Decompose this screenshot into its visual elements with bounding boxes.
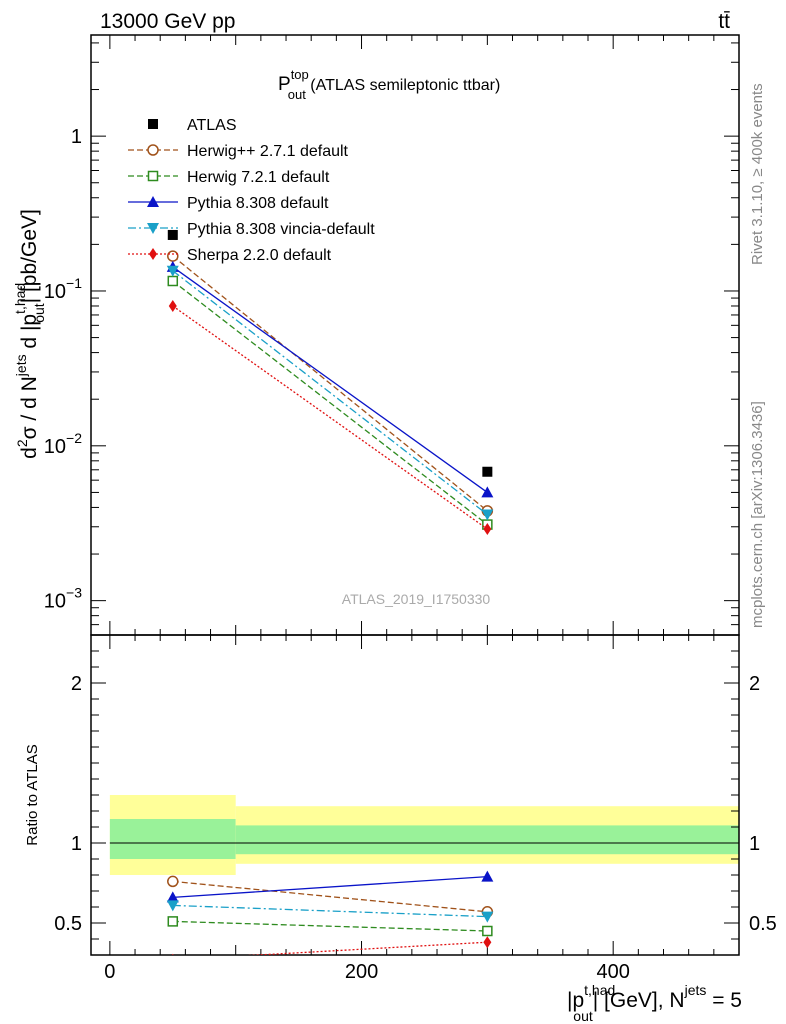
ratio-point-herwig7 — [167, 916, 179, 927]
uncertainty-band-inner — [235, 825, 739, 855]
legend-label-pythia: Pythia 8.308 default — [187, 195, 329, 212]
data-point-data — [482, 466, 493, 477]
ratio-series — [166, 870, 494, 955]
main-x-ticks — [109, 35, 740, 635]
data-point-herwig7 — [167, 275, 179, 287]
ratio-point-pythia — [166, 891, 179, 903]
ratio-y-tick-label: 1 — [71, 833, 82, 855]
uncertainty-band-inner — [109, 819, 236, 859]
ratio-point-sherpa — [483, 936, 492, 949]
ratio-point-pythia — [481, 870, 494, 882]
ratio-y-tick-label: 0.5 — [54, 913, 82, 935]
data-point-vincia — [166, 265, 179, 277]
series-line-pythia — [172, 266, 488, 493]
process-label: tt̄ — [718, 10, 730, 33]
ratio-y-axis-title: Ratio to ATLAS — [24, 744, 41, 845]
ratio-point-herwigpp — [167, 875, 179, 888]
legend-label-herwig7: Herwig 7.2.1 default — [187, 169, 330, 186]
ratio-y-tick-label: 2 — [749, 673, 760, 695]
ratio-line-herwig7 — [172, 920, 488, 932]
ratio-point-herwig7 — [482, 925, 493, 937]
ratio-line-sherpa — [246, 941, 488, 955]
ratio-line-pythia — [172, 875, 488, 899]
plot-title: Ptop out (ATLAS semileptonic ttbar) — [278, 67, 500, 102]
ratio-x-tick-label: 200 — [345, 961, 378, 983]
ratio-x-tick-label: 400 — [596, 961, 629, 983]
legend-marker-herwig7 — [147, 170, 159, 182]
legend: ATLAS Herwig++ 2.7.1 default Herwig 7.2.1 … — [128, 117, 375, 264]
main-y-axis: 10−3 10−2 10−1 1 — [44, 42, 739, 636]
mcplots-label: mcplots.cern.ch [arXiv:1306.3436] — [749, 401, 766, 628]
ratio-line-vincia — [172, 904, 488, 918]
series-line-sherpa — [172, 305, 488, 530]
main-y-tick-label: 10−1 — [44, 275, 82, 303]
ratio-y-tick-label: 0.5 — [749, 913, 777, 935]
legend-marker-sherpa — [149, 248, 157, 260]
ratio-point-vincia — [166, 900, 179, 912]
series-line-vincia — [172, 270, 488, 516]
series-line-herwig7 — [172, 280, 488, 526]
main-y-tick-label: 1 — [71, 126, 82, 148]
data-point-data — [167, 229, 178, 240]
data-point-pythia — [481, 486, 494, 498]
x-axis-title: |pt,had out| [GeV], Njets = 5 — [567, 982, 742, 1024]
ratio-point-vincia — [481, 911, 494, 923]
rivet-label: Rivet 3.1.10, ≥ 400k events — [749, 83, 766, 265]
legend-label-data: ATLAS — [187, 117, 237, 134]
ratio-y-tick-label: 2 — [71, 673, 82, 695]
ratio-y-tick-label: 1 — [749, 833, 760, 855]
data-point-herwigpp — [167, 250, 179, 262]
ratio-x-axis: 0 200 400 — [104, 635, 740, 983]
ratio-line-herwigpp — [172, 880, 488, 913]
legend-label-vincia: Pythia 8.308 vincia-default — [187, 221, 375, 238]
main-y-tick-label: 10−3 — [44, 585, 82, 613]
data-point-vincia — [481, 509, 494, 521]
main-series — [166, 229, 494, 536]
legend-label-herwigpp: Herwig++ 2.7.1 default — [187, 143, 349, 160]
ratio-uncertainty-bands — [109, 795, 739, 875]
analysis-watermark: ATLAS_2019_I1750330 — [342, 591, 491, 607]
legend-marker-pythia — [147, 196, 159, 207]
main-y-tick-label: 10−2 — [44, 430, 82, 458]
legend-marker-herwigpp — [147, 144, 159, 156]
legend-marker-vincia — [147, 223, 159, 234]
energy-label: 13000 GeV pp — [100, 10, 235, 33]
data-point-sherpa — [483, 523, 492, 536]
data-point-sherpa — [168, 299, 177, 312]
legend-label-sherpa: Sherpa 2.2.0 default — [187, 247, 332, 264]
ratio-point-sherpa — [171, 953, 174, 955]
legend-marker-data — [148, 119, 158, 129]
ratio-y-axis: 0.5 0.5 1 1 2 2 — [54, 634, 777, 956]
series-line-herwigpp — [172, 255, 488, 512]
ratio-x-tick-label: 0 — [104, 961, 115, 983]
main-y-axis-title: d2σ / d Njets d |pt,had out| [pb/GeV] — [12, 209, 47, 459]
